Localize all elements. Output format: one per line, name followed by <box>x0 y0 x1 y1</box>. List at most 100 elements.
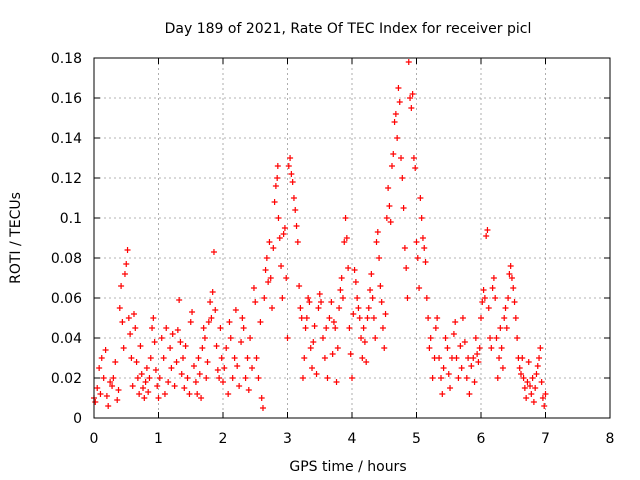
data-point <box>368 271 375 277</box>
data-point <box>150 315 157 321</box>
data-point <box>349 375 355 381</box>
data-point <box>442 335 449 341</box>
data-point <box>307 345 314 351</box>
data-point <box>280 231 287 237</box>
gridlines <box>94 58 610 418</box>
data-point <box>436 355 443 361</box>
data-point <box>470 355 477 361</box>
data-point <box>123 261 130 267</box>
data-point <box>345 265 352 271</box>
data-point <box>358 335 365 341</box>
data-point <box>499 365 506 371</box>
x-tick-label: 5 <box>412 431 421 447</box>
data-point <box>169 331 176 337</box>
data-point <box>338 275 345 281</box>
data-point <box>218 355 225 361</box>
data-point <box>217 325 224 331</box>
data-point <box>265 279 272 285</box>
data-point <box>145 389 152 395</box>
data-point <box>336 305 343 311</box>
data-point <box>309 365 316 371</box>
data-point <box>401 245 408 251</box>
data-point <box>294 239 301 245</box>
data-point <box>285 163 292 169</box>
data-point <box>425 315 432 321</box>
data-point <box>201 335 208 341</box>
data-point <box>419 235 426 241</box>
data-point <box>151 339 158 345</box>
data-point <box>275 215 282 221</box>
data-point <box>507 263 514 269</box>
data-point <box>343 235 350 241</box>
data-point <box>484 227 491 233</box>
data-point <box>199 345 206 351</box>
data-point <box>278 263 285 269</box>
data-point <box>208 315 215 321</box>
data-point <box>149 325 156 331</box>
data-point <box>399 175 406 181</box>
data-point <box>110 375 117 381</box>
data-point <box>119 319 126 325</box>
data-point <box>207 299 214 305</box>
data-point <box>541 403 548 409</box>
data-point <box>403 265 410 271</box>
data-point <box>478 315 484 321</box>
data-point <box>238 339 245 345</box>
data-point <box>363 359 370 365</box>
data-point <box>426 345 433 351</box>
y-tick-label: 0.1 <box>60 211 82 227</box>
data-point <box>229 375 236 381</box>
data-point <box>374 229 381 235</box>
data-point <box>167 345 174 351</box>
data-point <box>105 403 112 409</box>
data-point <box>136 391 143 397</box>
data-point <box>505 295 512 301</box>
data-point <box>114 397 121 403</box>
data-point <box>533 371 540 377</box>
data-point <box>404 295 411 301</box>
data-point <box>337 287 344 293</box>
data-point <box>195 355 202 361</box>
data-point <box>109 383 116 389</box>
data-point <box>461 339 468 345</box>
data-point <box>178 371 185 377</box>
data-point <box>96 365 103 371</box>
data-point <box>455 375 462 381</box>
data-point <box>132 325 139 331</box>
data-point <box>517 371 524 377</box>
data-point <box>360 325 367 331</box>
data-point <box>355 305 362 311</box>
y-tick-label: 0 <box>73 411 82 427</box>
data-point <box>395 85 402 91</box>
data-point <box>536 355 543 361</box>
x-tick-label: 1 <box>154 431 163 447</box>
data-point <box>341 239 348 245</box>
data-point <box>255 375 262 381</box>
data-point <box>525 359 532 365</box>
data-point <box>483 233 490 239</box>
data-point <box>257 319 264 325</box>
data-point <box>245 387 252 393</box>
data-point <box>512 315 519 321</box>
data-point <box>297 305 304 311</box>
data-point <box>379 325 386 331</box>
data-point <box>293 223 300 229</box>
data-point <box>210 249 217 255</box>
data-point <box>487 335 494 341</box>
data-point <box>492 295 499 301</box>
data-point <box>205 319 212 325</box>
data-point <box>413 239 420 245</box>
data-point <box>452 319 459 325</box>
data-point <box>259 405 266 411</box>
data-point <box>140 385 147 391</box>
data-point <box>350 311 357 317</box>
data-point <box>186 391 193 397</box>
data-point <box>247 335 254 341</box>
data-point <box>326 315 333 321</box>
data-point <box>381 345 388 351</box>
data-point <box>239 315 246 321</box>
data-point <box>323 325 330 331</box>
axis-ticks: 0 1 2 3 4 5 6 7 8 0 0.02 0.04 0.06 0.08 0.1 0.12 0.14 0.1… <box>51 51 615 447</box>
data-point <box>190 363 197 369</box>
data-point <box>125 315 132 321</box>
